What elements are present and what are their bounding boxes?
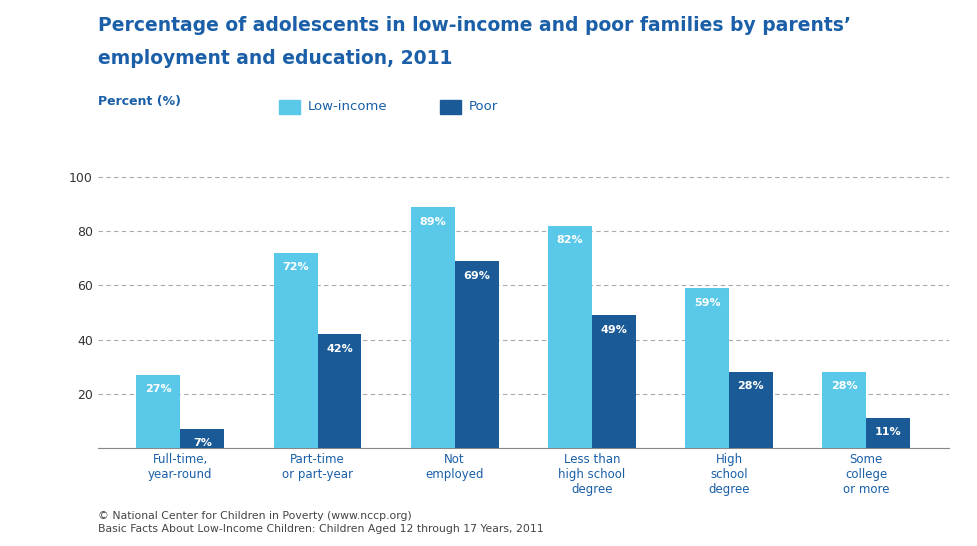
Bar	[180, 429, 224, 448]
Text: 42%: 42%	[325, 343, 353, 354]
Text: employment and education, 2011: employment and education, 2011	[98, 49, 451, 68]
Text: 11%: 11%	[873, 428, 901, 437]
Bar	[591, 315, 635, 448]
Text: 59%: 59%	[693, 298, 720, 307]
Text: Poor: Poor	[468, 100, 497, 113]
Text: 69%: 69%	[463, 271, 489, 281]
Bar	[318, 334, 361, 448]
Bar	[728, 372, 772, 448]
Bar	[866, 418, 909, 448]
Text: 89%: 89%	[419, 217, 446, 227]
Text: 82%: 82%	[556, 235, 582, 246]
Text: 72%: 72%	[282, 263, 309, 272]
Bar	[274, 253, 318, 448]
Bar	[547, 226, 591, 448]
Text: Percent (%): Percent (%)	[98, 94, 181, 108]
Text: 28%: 28%	[830, 382, 857, 391]
Text: 27%: 27%	[145, 384, 172, 394]
Bar	[454, 261, 498, 448]
Text: © National Center for Children in Poverty (www.nccp.org): © National Center for Children in Povert…	[98, 512, 411, 521]
Bar	[684, 288, 728, 448]
Text: 7%: 7%	[192, 438, 212, 448]
Text: Low-income: Low-income	[307, 100, 387, 113]
Text: 28%: 28%	[737, 382, 763, 391]
Text: Percentage of adolescents in low-income and poor families by parents’: Percentage of adolescents in low-income …	[98, 16, 850, 35]
Bar	[410, 207, 454, 448]
Bar	[137, 375, 180, 448]
Bar	[822, 372, 866, 448]
Text: Basic Facts About Low-Income Children: Children Aged 12 through 17 Years, 2011: Basic Facts About Low-Income Children: C…	[98, 524, 543, 534]
Text: 49%: 49%	[600, 325, 626, 335]
